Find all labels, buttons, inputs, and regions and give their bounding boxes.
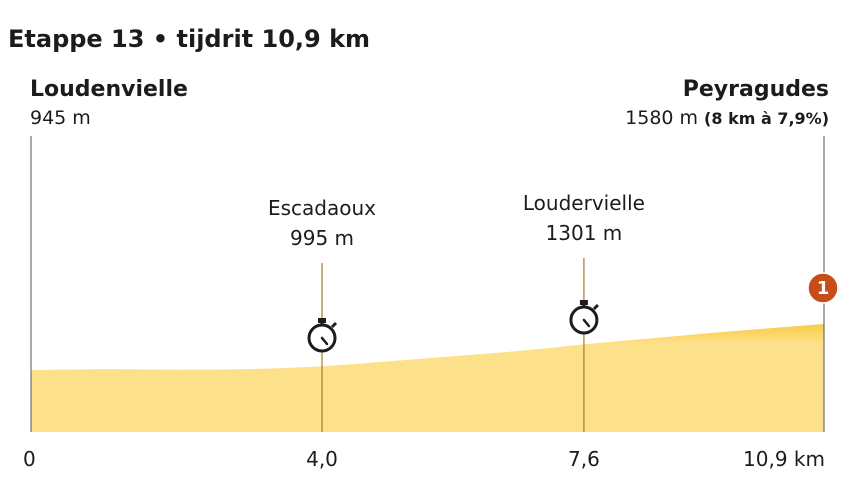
finish-climb-info: (8 km à 7,9%) <box>704 109 829 128</box>
start-name: Loudenvielle <box>30 77 188 102</box>
profile-area-layer <box>31 324 824 432</box>
stopwatch-icon <box>307 318 338 353</box>
stopwatch-icon <box>569 300 599 335</box>
checkpoint-name: Escadaoux <box>268 196 376 220</box>
finish-altitude: 1580 m <box>625 107 698 129</box>
start-altitude: 945 m <box>30 107 91 129</box>
chart-title: Etappe 13 • tijdrit 10,9 km <box>8 25 370 53</box>
climb-marker: 1 <box>807 272 839 304</box>
elevation-area <box>31 324 824 432</box>
finish-altitude-line: 1580 m (8 km à 7,9%) <box>625 107 829 129</box>
checkpoint-name: Loudervielle <box>523 191 645 215</box>
x-tick-layer: 0 4,0 7,6 10,9 km <box>23 447 825 471</box>
checkpoint-2: Loudervielle 1301 m <box>523 191 645 432</box>
climb-marker-circle <box>807 272 839 304</box>
x-tick-label: 0 <box>23 447 36 471</box>
x-tick-label: 10,9 km <box>743 447 825 471</box>
finish-name: Peyragudes <box>683 77 829 102</box>
x-tick-label: 4,0 <box>306 447 338 471</box>
checkpoint-altitude: 995 m <box>290 226 354 250</box>
checkpoint-altitude: 1301 m <box>546 221 623 245</box>
climb-marker-number: 1 <box>817 278 830 299</box>
checkpoint-1: Escadaoux 995 m <box>268 196 376 432</box>
x-tick-label: 7,6 <box>568 447 600 471</box>
checkpoint-layer: Escadaoux 995 m Loudervielle 1301 m <box>268 191 645 432</box>
